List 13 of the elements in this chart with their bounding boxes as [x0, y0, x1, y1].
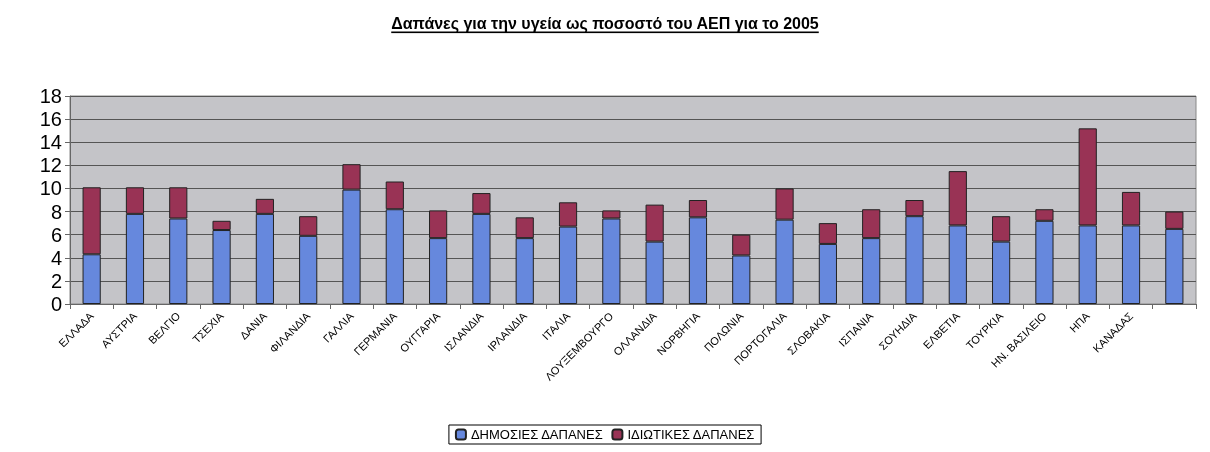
y-tick-label: 12: [39, 154, 62, 177]
y-tick-label: 14: [39, 131, 62, 154]
chart-title: Δαπάνες για την υγεία ως ποσοστό του ΑΕΠ για το 2005: [391, 14, 819, 33]
y-tick-label: 16: [39, 108, 62, 131]
y-tick-label: 6: [50, 223, 62, 246]
y-tick-label: 10: [39, 177, 62, 200]
legend-label: ΙΔΙΩΤΙΚΕΣ ΔΑΠΑΝΕΣ: [627, 427, 755, 442]
y-tick-label: 4: [50, 246, 62, 269]
y-tick-label: 2: [50, 269, 62, 292]
y-tick-label: 18: [39, 85, 62, 107]
y-tick-label: 0: [50, 293, 62, 315]
y-tick-label: 8: [50, 200, 62, 223]
legend-label: ΔΗΜΟΣΙΕΣ ΔΑΠΑΝΕΣ: [470, 427, 603, 442]
